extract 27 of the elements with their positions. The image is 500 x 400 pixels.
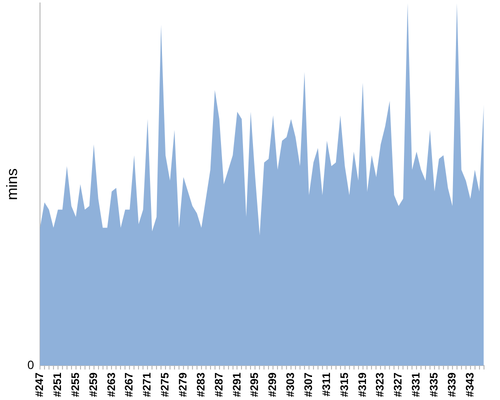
y-axis-title: mins — [4, 168, 22, 200]
x-tick-label: #339 — [446, 372, 458, 398]
x-tick-label: #327 — [392, 372, 405, 398]
x-tick-label: #291 — [231, 372, 244, 398]
x-tick-label: #283 — [195, 372, 208, 398]
x-tick-label: #271 — [142, 372, 154, 398]
x-tick-label: #251 — [52, 372, 64, 398]
x-tick-label: #267 — [124, 372, 136, 398]
text: 0 — [27, 358, 34, 372]
x-tick-label: #323 — [374, 372, 387, 398]
x-tick-label: #247 — [34, 372, 46, 398]
x-tick-label: #295 — [249, 372, 262, 398]
x-tick-label: #311 — [320, 372, 333, 396]
x-tick-label: #255 — [70, 372, 82, 398]
x-tick-label: #307 — [303, 372, 315, 398]
x-tick-label: #263 — [106, 372, 118, 398]
x-tick-label: #331 — [410, 372, 423, 398]
x-tick-label: #287 — [213, 372, 226, 398]
x-tick-label: #315 — [338, 372, 351, 398]
x-tick-label: #303 — [285, 372, 298, 398]
x-tick-label: #319 — [356, 372, 369, 398]
x-tick-label: #275 — [160, 372, 172, 398]
x-tick-label: #259 — [88, 372, 100, 398]
x-tick-label: #279 — [177, 372, 190, 398]
x-tick-label: #299 — [267, 372, 280, 398]
x-tick-label: #335 — [428, 372, 441, 398]
x-tick-label: #343 — [464, 372, 476, 398]
